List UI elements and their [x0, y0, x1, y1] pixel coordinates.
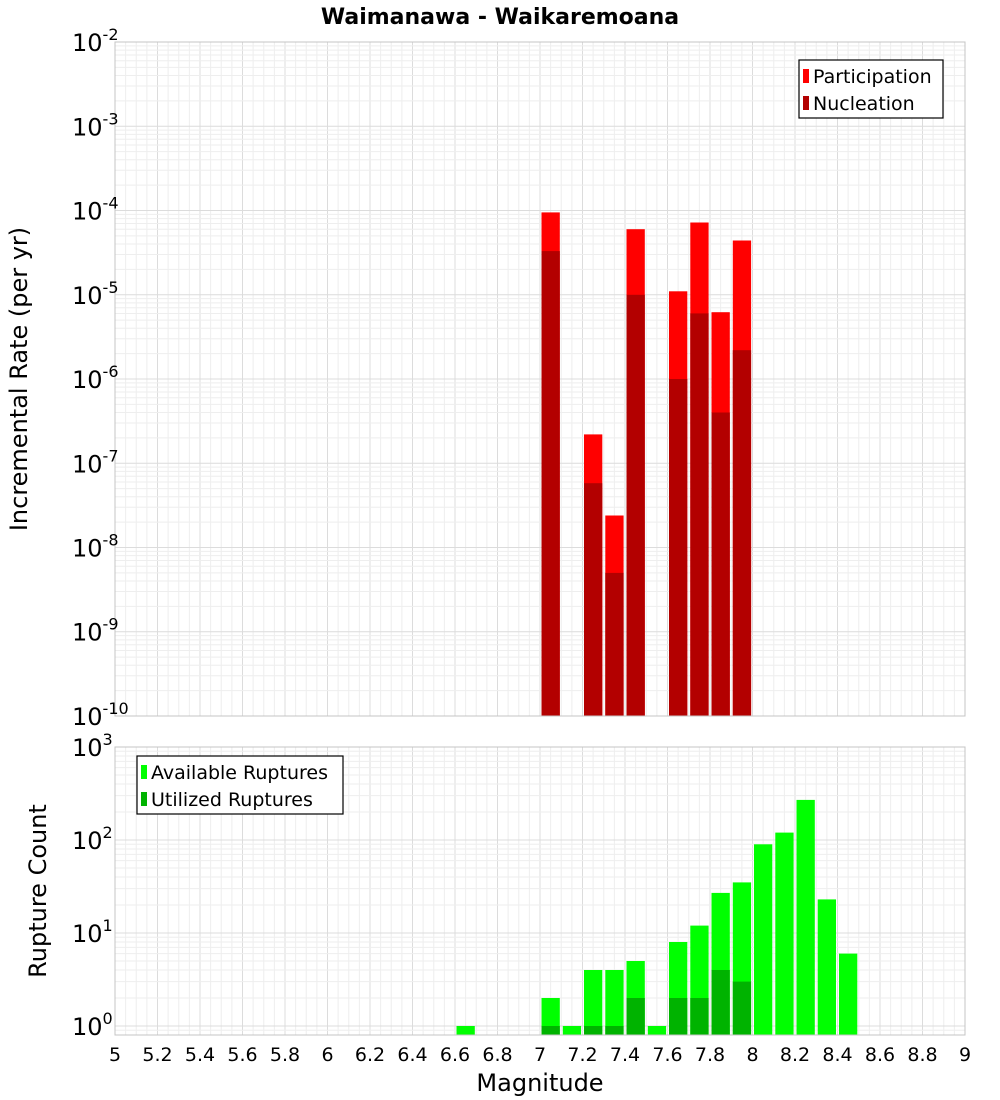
bottom-plot-frame [114, 746, 966, 1036]
bottom-legend-box [136, 755, 344, 815]
x-tick-label: 7.8 [695, 1044, 725, 1066]
bottom-y-tick-label: 103 [72, 730, 113, 762]
chart-title: Waimanawa - Waikaremoana [321, 5, 679, 30]
x-tick-label: 6.4 [397, 1044, 427, 1066]
top-bar-nucleation [669, 379, 688, 716]
top-y-ticks: 10-2 10-3 10-4 10-5 10-6 10-7 10-8 10-9 10-10 [72, 25, 129, 731]
bottom-bar-available-ruptures [775, 832, 794, 1035]
bottom-bar-utilized-ruptures [584, 1026, 603, 1035]
x-tick-label: 6.6 [440, 1044, 470, 1066]
x-tick-label: 6 [321, 1044, 333, 1066]
top-bar-nucleation [732, 350, 752, 716]
bottom-bar-available-ruptures [584, 970, 603, 1035]
top-y-tick-label: 10-3 [72, 109, 119, 141]
x-tick-label: 8.8 [907, 1044, 937, 1066]
top-y-tick-label: 10-2 [72, 25, 119, 57]
x-tick-label: 8 [746, 1044, 758, 1066]
top-legend-swatch [803, 96, 809, 110]
bottom-y-axis-title: Rupture Count [24, 804, 52, 978]
x-tick-label: 7.4 [610, 1044, 640, 1066]
bottom-bar-available-ruptures [456, 1026, 475, 1035]
top-panel: 10-2 10-3 10-4 10-5 10-6 10-7 10-8 10-9 10-10 Inc… [5, 5, 966, 731]
bottom-legend-swatch [141, 792, 147, 806]
bottom-bar-utilized-ruptures [732, 981, 752, 1035]
top-y-tick-label: 10-10 [72, 699, 129, 731]
bottom-bar-utilized-ruptures [669, 998, 688, 1035]
x-tick-label: 8.4 [822, 1044, 852, 1066]
top-legend: Participation Nucleation [798, 59, 944, 119]
bottom-y-tick-label: 102 [72, 823, 113, 855]
bottom-y-ticks: 103 102 101 100 [72, 730, 113, 1041]
x-tick-label: 9 [959, 1044, 971, 1066]
top-bars [541, 212, 752, 717]
top-grid [114, 41, 966, 717]
x-ticks: 5 5.2 5.4 5.6 5.8 6 6.2 6.4 6.6 6.8 7 7.2 7.4 7.6 7.8 8… [109, 1044, 971, 1066]
top-bar-nucleation [605, 572, 624, 716]
top-bar-nucleation [626, 294, 645, 717]
top-legend-swatch [803, 69, 809, 83]
bottom-legend-label: Available Ruptures [151, 762, 328, 784]
bottom-bar-available-ruptures [817, 899, 836, 1035]
x-tick-label: 5.2 [142, 1044, 172, 1066]
x-tick-label: 5 [109, 1044, 121, 1066]
top-bar-nucleation [584, 483, 603, 716]
bottom-bar-utilized-ruptures [711, 970, 730, 1035]
bottom-bar-available-ruptures [839, 953, 858, 1035]
top-legend-label: Participation [813, 66, 932, 88]
top-y-tick-label: 10-5 [72, 278, 119, 310]
x-tick-label: 7.6 [652, 1044, 682, 1066]
top-y-tick-label: 10-7 [72, 446, 119, 478]
bottom-legend-swatch [141, 765, 147, 779]
top-y-tick-label: 10-8 [72, 531, 119, 563]
x-tick-label: 7.2 [567, 1044, 597, 1066]
x-tick-label: 5.6 [227, 1044, 257, 1066]
x-tick-label: 8.2 [780, 1044, 810, 1066]
bottom-bar-available-ruptures [796, 799, 815, 1035]
bottom-bar-utilized-ruptures [626, 998, 645, 1035]
bottom-y-tick-label: 100 [72, 1009, 113, 1041]
bottom-legend-label: Utilized Ruptures [151, 789, 313, 811]
top-legend-box [798, 59, 944, 119]
x-tick-label: 5.8 [270, 1044, 300, 1066]
bottom-bar-available-ruptures [541, 998, 560, 1035]
top-bar-nucleation [541, 251, 560, 716]
bottom-bar-available-ruptures [754, 844, 773, 1035]
top-plot-frame [114, 41, 966, 717]
bottom-legend: Available Ruptures Utilized Ruptures [136, 755, 344, 815]
bottom-bars [456, 799, 858, 1035]
x-tick-label: 5.4 [185, 1044, 215, 1066]
x-axis-title: Magnitude [476, 1069, 603, 1097]
bottom-bar-utilized-ruptures [690, 998, 709, 1035]
bottom-bar-available-ruptures [605, 970, 624, 1035]
bottom-bar-available-ruptures [647, 1026, 667, 1035]
top-bar-nucleation [711, 412, 730, 716]
bottom-bar-available-ruptures [562, 1026, 582, 1035]
top-y-tick-label: 10-9 [72, 615, 119, 647]
top-y-tick-label: 10-4 [72, 194, 119, 226]
bottom-bar-utilized-ruptures [541, 1026, 560, 1035]
top-bar-nucleation [690, 313, 709, 716]
x-tick-label: 8.6 [865, 1044, 895, 1066]
top-y-axis-title: Incremental Rate (per yr) [5, 227, 33, 531]
top-legend-label: Nucleation [813, 93, 915, 115]
top-y-tick-label: 10-6 [72, 362, 119, 394]
bottom-y-tick-label: 101 [72, 916, 113, 948]
x-tick-label: 6.2 [355, 1044, 385, 1066]
bottom-panel: 103 102 101 100 Rupture Count Available Ruptu… [24, 730, 971, 1097]
x-tick-label: 7 [534, 1044, 546, 1066]
bottom-bar-utilized-ruptures [605, 1026, 624, 1035]
x-tick-label: 6.8 [482, 1044, 512, 1066]
